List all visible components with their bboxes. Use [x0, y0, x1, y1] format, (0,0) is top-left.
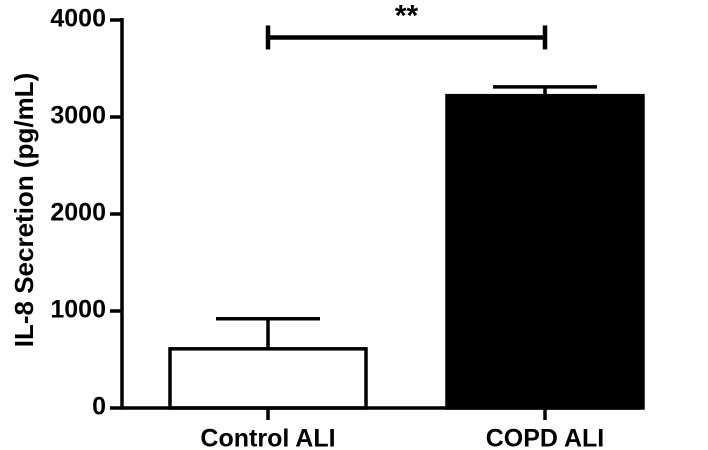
- y-axis-ticks: 0 1000 2000 3000 4000: [50, 5, 122, 421]
- significance-label: **: [395, 0, 419, 32]
- y-tick-label-1000: 1000: [50, 296, 106, 324]
- x-axis-labels: Control ALI COPD ALI: [200, 408, 604, 450]
- bar-control-ali: [168, 347, 368, 410]
- y-axis-label: IL-8 Secretion (pg/mL): [9, 73, 39, 347]
- y-tick-label-2000: 2000: [50, 199, 106, 227]
- x-tick-label-control-ali: Control ALI: [200, 425, 335, 450]
- y-tick-label-3000: 3000: [50, 102, 106, 130]
- significance-bracket: **: [265, 0, 548, 50]
- y-tick-label-4000: 4000: [50, 5, 106, 33]
- x-tick-label-copd-ali: COPD ALI: [486, 425, 605, 450]
- bar-copd-ali: [445, 93, 645, 410]
- y-tick-label-0: 0: [92, 393, 106, 421]
- bars: [168, 85, 645, 410]
